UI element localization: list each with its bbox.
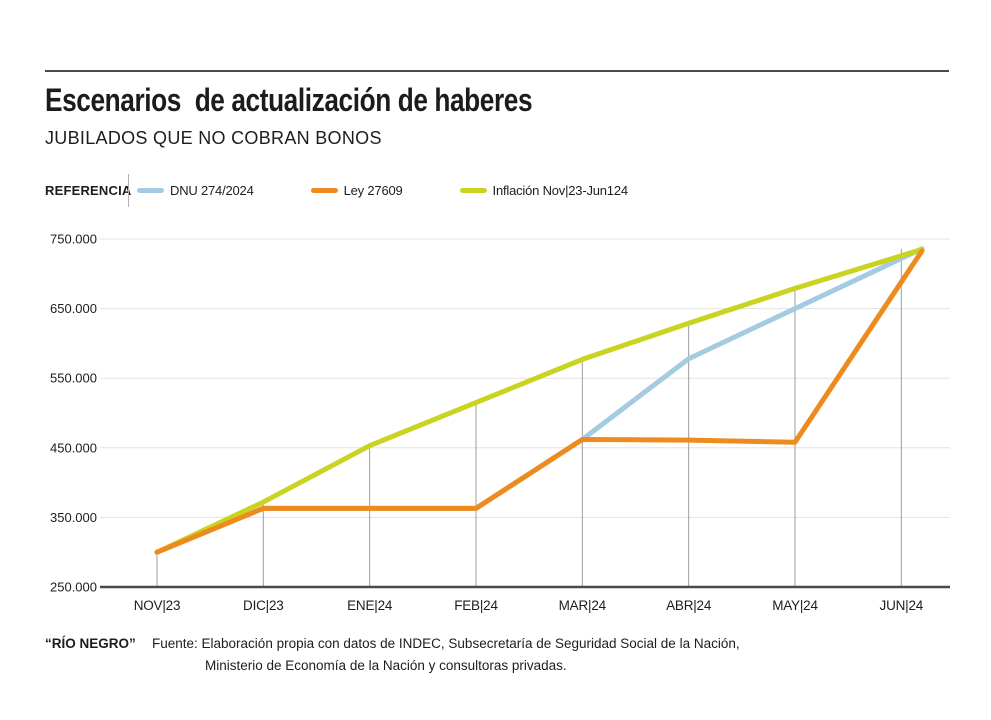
legend-item-label: DNU 274/2024 bbox=[170, 182, 254, 198]
footer-source-line-2: Ministerio de Economía de la Nación y co… bbox=[205, 658, 567, 673]
y-tick-label: 550.000 bbox=[50, 371, 97, 386]
legend-swatch-icon bbox=[137, 187, 164, 193]
x-tick-label: FEB|24 bbox=[454, 598, 498, 613]
legend-title: REFERENCIA bbox=[45, 182, 132, 198]
footer-brand: “RÍO NEGRO” bbox=[45, 636, 136, 651]
y-tick-label: 750.000 bbox=[50, 232, 97, 247]
y-tick-label: 250.000 bbox=[50, 580, 97, 595]
legend-item-1: Ley 27609 bbox=[310, 182, 403, 198]
series-line-0 bbox=[154, 246, 925, 555]
x-tick-label: ENE|24 bbox=[347, 598, 393, 613]
legend-item-2: Inflación Nov|23-Jun124 bbox=[459, 182, 629, 198]
x-tick-label: ABR|24 bbox=[666, 598, 712, 613]
x-tick-label: NOV|23 bbox=[134, 598, 181, 613]
series-line-2 bbox=[154, 246, 925, 555]
top-divider-rule bbox=[45, 70, 949, 72]
x-tick-label: MAR|24 bbox=[559, 598, 607, 613]
page-title: Escenarios de actualización de haberes bbox=[45, 82, 533, 118]
legend-swatch-icon bbox=[459, 187, 487, 193]
legend-items: DNU 274/2024 Ley 27609 Inflación Nov|23-Ju… bbox=[137, 183, 628, 198]
legend-item-label: Inflación Nov|23-Jun124 bbox=[492, 182, 629, 198]
footer-source-line-1: Fuente: Elaboración propia con datos de … bbox=[152, 636, 740, 651]
legend-swatch-icon bbox=[310, 187, 338, 193]
x-tick-label: MAY|24 bbox=[772, 598, 818, 613]
legend-item-label: Ley 27609 bbox=[343, 182, 403, 198]
y-tick-label: 650.000 bbox=[50, 301, 97, 316]
legend-divider bbox=[128, 173, 129, 207]
legend: REFERENCIA DNU 274/2024 Ley 27609 Inflació… bbox=[45, 173, 628, 207]
y-tick-label: 450.000 bbox=[50, 440, 97, 455]
y-tick-label: 350.000 bbox=[50, 510, 97, 525]
legend-item-0: DNU 274/2024 bbox=[137, 183, 254, 198]
series-line-1 bbox=[154, 248, 925, 555]
x-tick-label: JUN|24 bbox=[880, 598, 924, 613]
x-tick-label: DIC|23 bbox=[243, 598, 284, 613]
page-subtitle: JUBILADOS QUE NO COBRAN BONOS bbox=[45, 128, 382, 148]
